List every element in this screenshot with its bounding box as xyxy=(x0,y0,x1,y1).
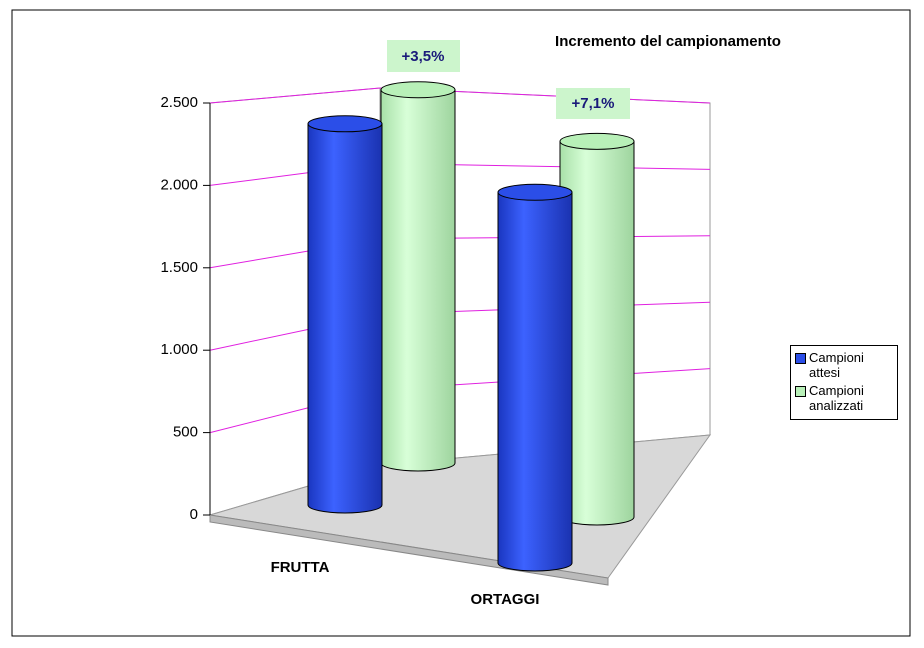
y-tick-label: 1.500 xyxy=(160,259,198,276)
bar-body xyxy=(380,89,456,472)
y-tick-label: 2.000 xyxy=(160,176,198,193)
legend-swatch xyxy=(795,386,806,397)
chart-title: Incremento del campionamento xyxy=(555,33,781,50)
bar xyxy=(380,81,456,472)
bars xyxy=(307,81,635,572)
bar-top xyxy=(497,183,573,201)
bar-top xyxy=(307,115,383,133)
bar xyxy=(307,115,383,514)
chart-border xyxy=(11,9,911,637)
legend-swatch xyxy=(795,353,806,364)
legend: Campioni attesi Campioni analizzati xyxy=(790,345,898,420)
legend-item: Campioni attesi xyxy=(793,350,895,380)
x-tick-label: FRUTTA xyxy=(271,559,330,576)
y-tick-label: 2.500 xyxy=(160,94,198,111)
annotation-box xyxy=(556,88,630,119)
annotation: +7,1% xyxy=(572,95,615,112)
legend-label: Campioni analizzati xyxy=(809,383,864,413)
y-tick-label: 0 xyxy=(190,506,198,523)
legend-item: Campioni analizzati xyxy=(793,383,895,413)
y-tick-label: 1.000 xyxy=(160,341,198,358)
bar-top xyxy=(380,81,456,99)
bar xyxy=(559,132,635,526)
bar-body xyxy=(497,191,573,572)
annotation-box xyxy=(387,40,460,72)
bar-body xyxy=(307,123,383,514)
bar xyxy=(497,183,573,572)
x-tick-label: ORTAGGI xyxy=(471,591,540,608)
y-tick-label: 500 xyxy=(173,424,198,441)
annotation: +3,5% xyxy=(402,48,445,65)
legend-label: Campioni attesi xyxy=(809,350,864,380)
grid-line xyxy=(209,87,381,104)
bar-top xyxy=(559,132,635,150)
